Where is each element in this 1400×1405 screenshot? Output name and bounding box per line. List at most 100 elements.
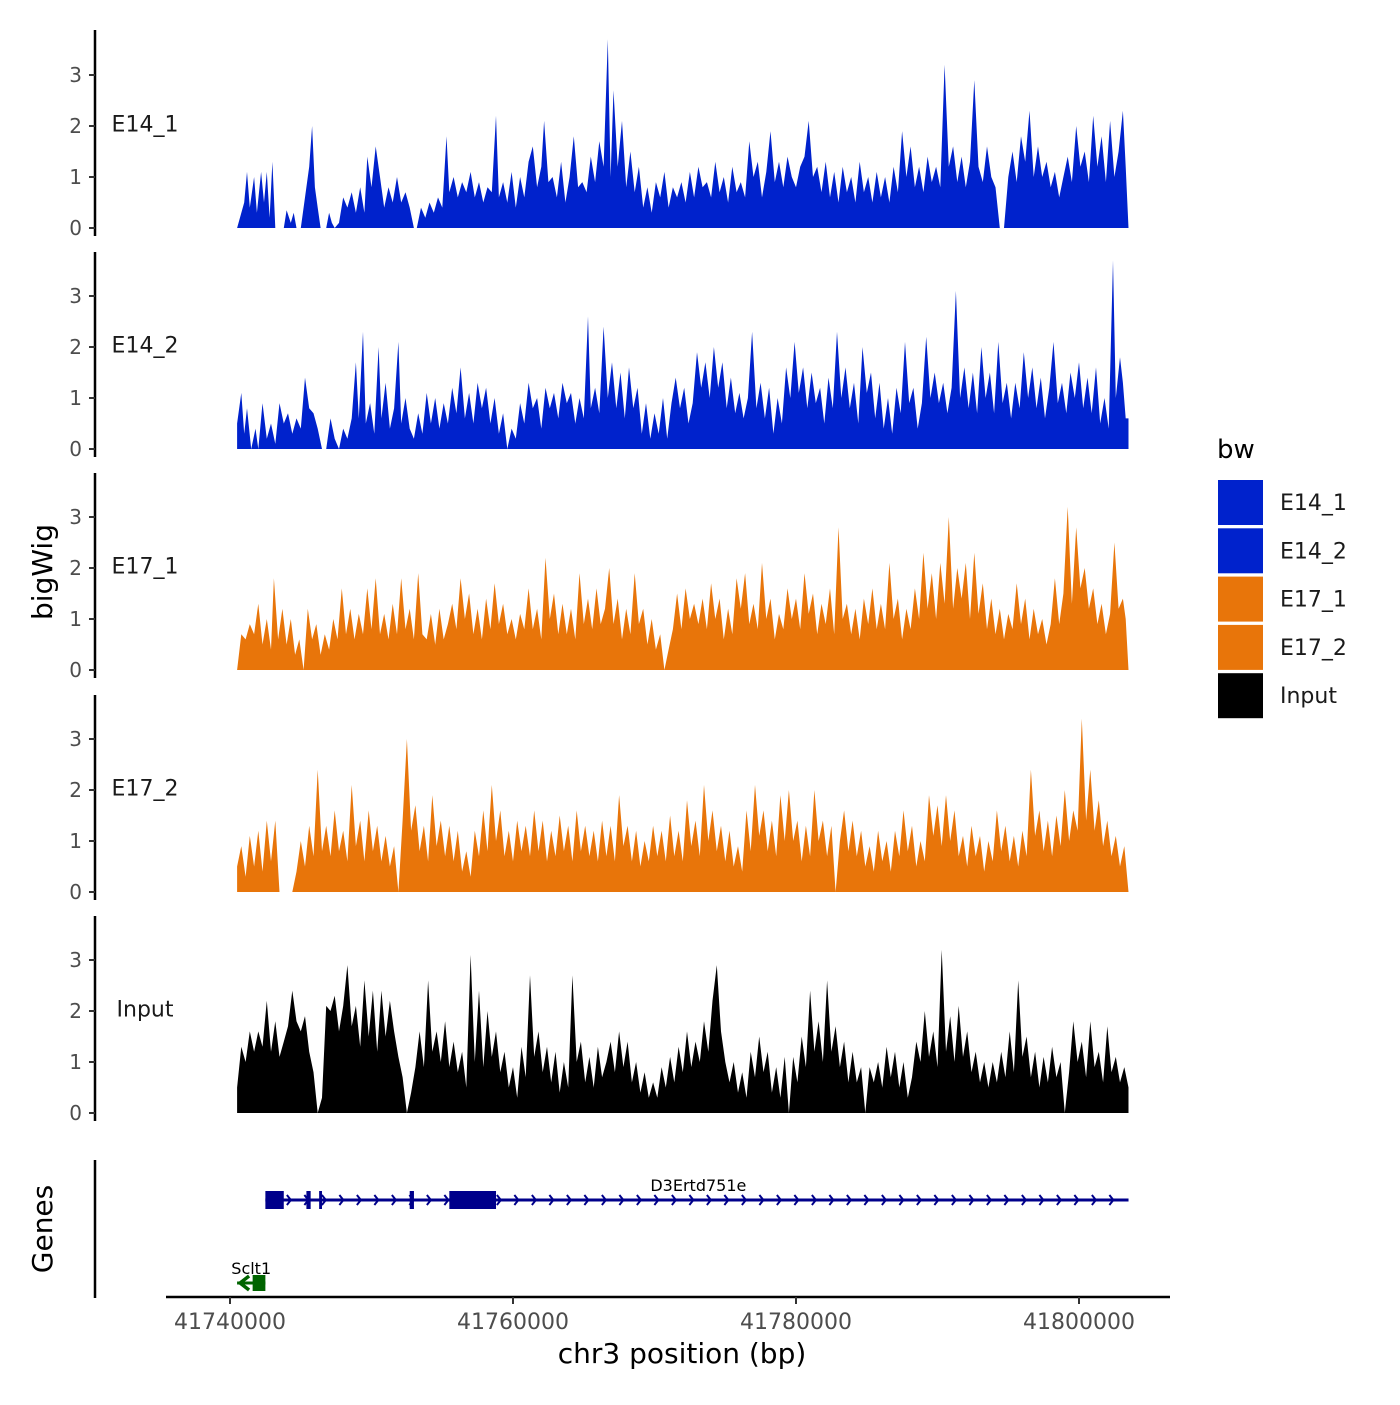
y-tick-label-Input-0: 0 [69,1101,82,1125]
strand-chevron [583,1194,590,1206]
legend-label-E14_2: E14_2 [1280,539,1347,564]
legend: bw E14_1 E14_2 E17_1 E17_2 Input [1217,435,1347,719]
strand-chevron [391,1194,398,1206]
y-tick-label-E14_2-1: 1 [69,386,82,410]
legend-label-E17_1: E17_1 [1280,588,1347,613]
strand-chevron [898,1194,905,1206]
y-tick-label-E17_1-1: 1 [69,607,82,631]
strand-chevron [338,1194,345,1206]
gene-D3Ertd751e: D3Ertd751e [265,1176,1129,1209]
track-label-E14_2: E14_2 [112,333,179,358]
strand-chevron [986,1194,993,1206]
strand-chevron [968,1194,975,1206]
track-label-E17_2: E17_2 [112,776,179,801]
strand-chevron [776,1194,783,1206]
y-tick-label-E14_2-0: 0 [69,437,82,461]
coverage-area-E14_1 [237,39,1129,228]
strand-chevron [1038,1194,1045,1206]
gene-label-Sclt1: Sclt1 [231,1259,271,1278]
genes-axis-title: Genes [26,1185,59,1273]
coverage-area-E14_2 [237,260,1129,449]
strand-chevron [513,1194,520,1206]
y-tick-label-E14_1-0: 0 [69,216,82,240]
strand-chevron [688,1194,695,1206]
strand-chevron [951,1194,958,1206]
strand-chevron [496,1194,503,1206]
strand-chevron [618,1194,625,1206]
legend-label-E17_2: E17_2 [1280,636,1347,661]
coverage-area-E17_1 [237,506,1129,670]
strand-chevron [1108,1194,1115,1206]
y-tick-label-E14_1-3: 3 [69,63,82,87]
strand-chevron [356,1194,363,1206]
x-tick-label-41740000: 41740000 [174,1310,286,1335]
track-label-Input: Input [117,997,174,1022]
track-label-E17_1: E17_1 [112,554,179,579]
x-axis: 41740000 41760000 41780000 41800000 chr3 po… [166,1295,1170,1370]
strand-chevron [443,1194,450,1206]
legend-entries: E14_1 E14_2 E17_1 E17_2 Input [1218,480,1347,719]
strand-chevron [1073,1194,1080,1206]
y-tick-label-E17_2-3: 3 [69,727,82,751]
strand-chevron [321,1194,328,1206]
strand-chevron [426,1194,433,1206]
strand-chevron [373,1194,380,1206]
gene-exon [265,1191,284,1209]
x-tick-label-41780000: 41780000 [740,1310,852,1335]
gene-label-D3Ertd751e: D3Ertd751e [650,1176,746,1195]
y-tick-label-E14_2-2: 2 [69,335,82,359]
strand-chevron [286,1194,293,1206]
strand-chevron [1056,1194,1063,1206]
strand-chevron [601,1194,608,1206]
legend-label-Input: Input [1280,684,1337,709]
track-E14_2: 0 1 2 3 E14_2 [69,252,1129,461]
legend-key-E14_2 [1218,528,1263,574]
strand-chevron [548,1194,555,1206]
strand-chevron [828,1194,835,1206]
strand-chevron [1021,1194,1028,1206]
y-tick-label-E14_2-3: 3 [69,284,82,308]
y-axis-title: bigWig [26,524,59,620]
y-tick-label-E17_2-0: 0 [69,880,82,904]
gene-exon [319,1191,322,1209]
y-tick-label-Input-3: 3 [69,948,82,972]
legend-key-Input [1218,673,1263,719]
coverage-tracks: 0 1 2 3 E14_1 0 1 2 3 E14_2 0 1 2 3 E17_1 0 1 2 3 E17_2 0 1 2 3… [69,30,1129,1125]
gene-annotation-track: D3Ertd751e Sclt1 [93,1160,1129,1298]
strand-chevron [653,1194,660,1206]
track-E14_1: 0 1 2 3 E14_1 [69,30,1129,240]
legend-key-E17_2 [1218,624,1263,670]
strand-chevron [863,1194,870,1206]
strand-chevron [723,1194,730,1206]
legend-key-E14_1 [1218,480,1263,525]
track-E17_2: 0 1 2 3 E17_2 [69,695,1129,904]
strand-chevron [671,1194,678,1206]
strand-chevron [636,1194,643,1206]
strand-chevron [741,1194,748,1206]
strand-chevron [1091,1194,1098,1206]
strand-chevron [933,1194,940,1206]
coverage-area-Input [237,949,1129,1113]
y-tick-label-E17_1-2: 2 [69,556,82,580]
x-tick-label-41800000: 41800000 [1023,1310,1135,1335]
legend-title: bw [1217,435,1255,465]
track-Input: 0 1 2 3 Input [69,916,1129,1125]
track-E17_1: 0 1 2 3 E17_1 [69,473,1129,682]
strand-chevron [706,1194,713,1206]
y-tick-label-E17_1-3: 3 [69,505,82,529]
x-tick-label-41760000: 41760000 [457,1310,569,1335]
strand-arrow [237,1274,251,1292]
strand-chevron [793,1194,800,1206]
gene-exon [449,1191,497,1209]
strand-chevron [758,1194,765,1206]
gene-exon [252,1275,266,1291]
y-tick-label-E17_2-1: 1 [69,829,82,853]
y-tick-label-E17_1-0: 0 [69,658,82,682]
gene-exon [306,1191,311,1209]
strand-chevron [811,1194,818,1206]
gene-exon [409,1191,414,1209]
y-tick-label-E14_1-1: 1 [69,165,82,189]
y-tick-label-Input-2: 2 [69,999,82,1023]
